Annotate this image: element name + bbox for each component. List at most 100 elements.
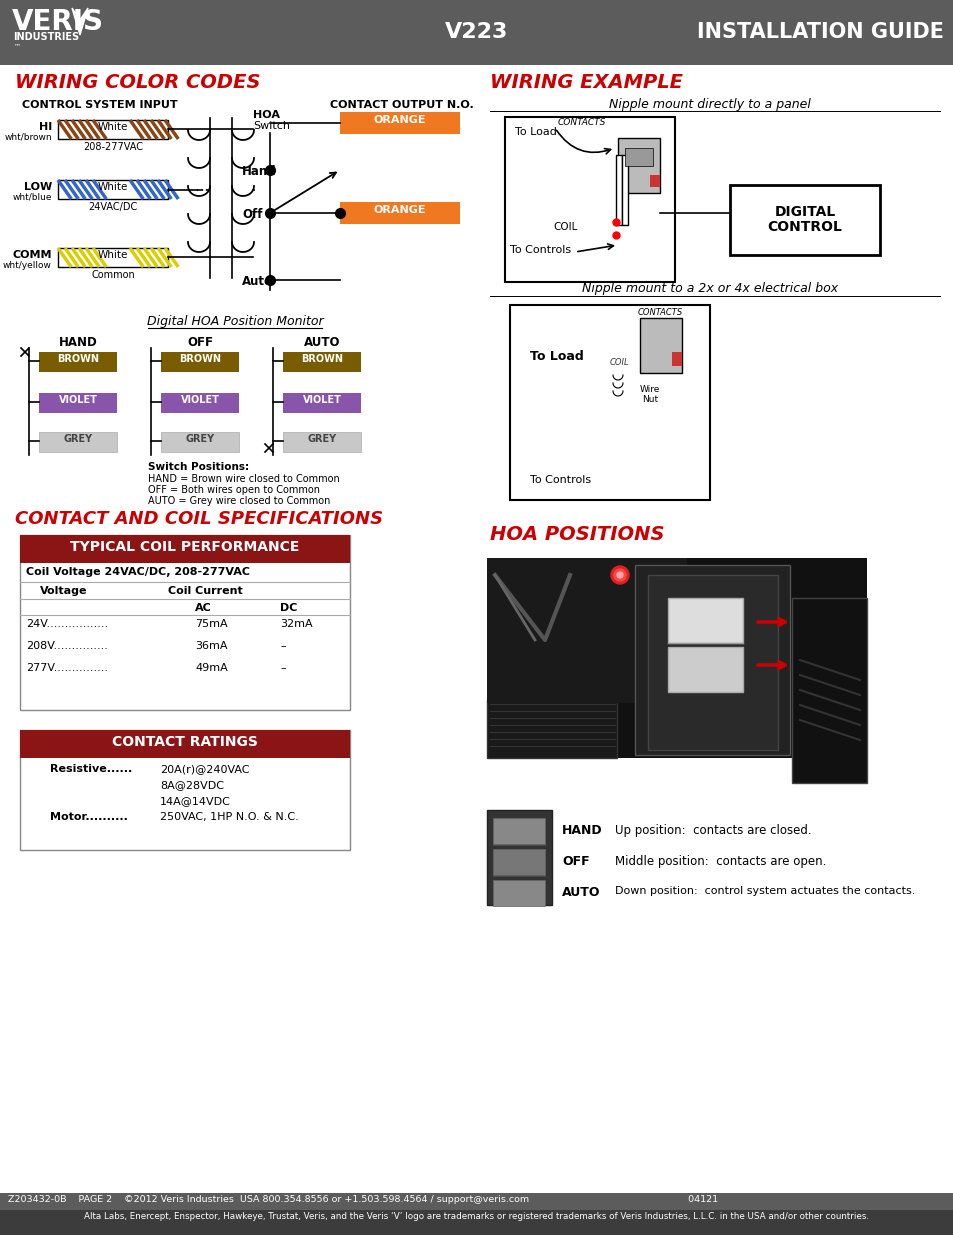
Text: Nut: Nut: [641, 395, 658, 404]
Bar: [486, 558, 686, 703]
Bar: [486, 558, 866, 758]
Text: DIGITAL: DIGITAL: [774, 205, 835, 219]
Text: LOW: LOW: [24, 182, 52, 191]
Text: 24VAC/DC: 24VAC/DC: [89, 203, 137, 212]
Text: To Controls: To Controls: [510, 245, 571, 254]
Text: VIOLET: VIOLET: [58, 395, 97, 405]
Bar: [0, 1210, 953, 1235]
Text: Common: Common: [91, 270, 134, 280]
Circle shape: [610, 566, 628, 584]
Text: Digital HOA Position Monitor: Digital HOA Position Monitor: [147, 315, 323, 329]
Text: OFF: OFF: [561, 855, 589, 868]
Text: White: White: [98, 122, 128, 132]
Text: 36mA: 36mA: [194, 641, 227, 651]
Bar: [0, 0, 953, 65]
Text: AUTO = Grey wire closed to Common: AUTO = Grey wire closed to Common: [148, 496, 330, 506]
Text: Alta Labs, Enercept, Enspector, Hawkeye, Trustat, Veris, and the Veris ‘V’ logo : Alta Labs, Enercept, Enspector, Hawkeye,…: [85, 1212, 868, 1221]
Text: INDUSTRIES: INDUSTRIES: [13, 32, 79, 42]
Text: wht/blue: wht/blue: [12, 193, 52, 203]
Text: To Load: To Load: [530, 350, 583, 363]
Bar: [493, 848, 544, 876]
Bar: [39, 393, 117, 412]
Text: Nipple mount to a 2x or 4x electrical box: Nipple mount to a 2x or 4x electrical bo…: [581, 282, 837, 295]
Bar: [493, 881, 544, 906]
Text: DC: DC: [280, 603, 297, 613]
Text: –: –: [280, 663, 285, 673]
Text: CONTACTS: CONTACTS: [638, 308, 682, 317]
Text: HAND: HAND: [58, 336, 97, 350]
Text: ORANGE: ORANGE: [374, 205, 426, 215]
Bar: [39, 432, 117, 452]
Text: GREY: GREY: [63, 433, 92, 445]
Text: 24V.................: 24V.................: [26, 619, 108, 629]
Bar: [20, 535, 350, 710]
Text: Resistive......: Resistive......: [50, 764, 132, 774]
Bar: [486, 810, 552, 905]
Text: AUTO: AUTO: [303, 336, 340, 350]
Text: Wire: Wire: [639, 385, 659, 394]
Bar: [616, 156, 621, 225]
Text: COMM: COMM: [12, 249, 52, 261]
Text: Middle position:  contacts are open.: Middle position: contacts are open.: [615, 855, 825, 868]
Bar: [486, 700, 617, 758]
Text: Off: Off: [242, 207, 262, 221]
Text: CONTROL: CONTROL: [767, 220, 841, 233]
Text: 8A@28VDC: 8A@28VDC: [160, 781, 224, 790]
Polygon shape: [71, 7, 88, 35]
Text: To Load: To Load: [515, 127, 557, 137]
Text: COIL: COIL: [553, 222, 577, 232]
Bar: [667, 598, 742, 643]
Bar: [729, 185, 879, 254]
Text: VERIS: VERIS: [12, 7, 104, 36]
Bar: [504, 117, 675, 282]
Text: ORANGE: ORANGE: [374, 115, 426, 125]
Text: TYPICAL COIL PERFORMANCE: TYPICAL COIL PERFORMANCE: [71, 540, 299, 555]
Bar: [635, 564, 789, 755]
Text: BROWN: BROWN: [57, 354, 99, 364]
Bar: [624, 148, 652, 165]
Bar: [649, 175, 659, 186]
Text: –: –: [280, 641, 285, 651]
Text: WIRING EXAMPLE: WIRING EXAMPLE: [490, 73, 682, 91]
Text: CONTACT RATINGS: CONTACT RATINGS: [112, 735, 257, 748]
Text: wht/yellow: wht/yellow: [3, 261, 52, 270]
Text: OFF: OFF: [187, 336, 213, 350]
Bar: [618, 138, 659, 193]
Text: Up position:  contacts are closed.: Up position: contacts are closed.: [615, 824, 811, 837]
Text: Motor..........: Motor..........: [50, 811, 128, 823]
Text: Hand: Hand: [242, 165, 276, 178]
Text: AUTO: AUTO: [561, 885, 599, 899]
Text: Z203432-0B    PAGE 2    ©2012 Veris Industries  USA 800.354.8556 or +1.503.598.4: Z203432-0B PAGE 2 ©2012 Veris Industries…: [8, 1195, 718, 1204]
Bar: [20, 730, 350, 850]
Text: 20A(r)@240VAC: 20A(r)@240VAC: [160, 764, 250, 774]
Text: White: White: [98, 249, 128, 261]
Bar: [671, 352, 681, 366]
Text: Auto: Auto: [242, 275, 273, 288]
Text: To Controls: To Controls: [530, 475, 591, 485]
Bar: [791, 598, 866, 783]
Text: ™: ™: [14, 43, 21, 49]
Text: 32mA: 32mA: [280, 619, 313, 629]
Text: CONTACTS: CONTACTS: [558, 119, 606, 127]
Bar: [647, 576, 778, 750]
Text: HAND: HAND: [561, 824, 602, 837]
Text: COIL: COIL: [609, 358, 629, 367]
Circle shape: [614, 569, 625, 580]
Text: Nipple mount directly to a panel: Nipple mount directly to a panel: [608, 98, 810, 111]
Text: 277V...............: 277V...............: [26, 663, 108, 673]
Text: 75mA: 75mA: [194, 619, 228, 629]
Text: HI: HI: [39, 122, 52, 132]
Bar: [339, 112, 459, 135]
Text: HAND = Brown wire closed to Common: HAND = Brown wire closed to Common: [148, 474, 339, 484]
Bar: [283, 432, 360, 452]
Text: WIRING COLOR CODES: WIRING COLOR CODES: [15, 73, 260, 91]
Text: CONTACT AND COIL SPECIFICATIONS: CONTACT AND COIL SPECIFICATIONS: [15, 510, 383, 529]
Text: Switch: Switch: [253, 121, 290, 131]
Text: INSTALLATION GUIDE: INSTALLATION GUIDE: [697, 22, 943, 42]
Bar: [161, 352, 239, 372]
Bar: [283, 393, 360, 412]
Text: CONTROL SYSTEM INPUT: CONTROL SYSTEM INPUT: [22, 100, 177, 110]
Bar: [58, 180, 168, 199]
Text: 14A@14VDC: 14A@14VDC: [160, 797, 231, 806]
Text: Switch Positions:: Switch Positions:: [148, 462, 249, 472]
